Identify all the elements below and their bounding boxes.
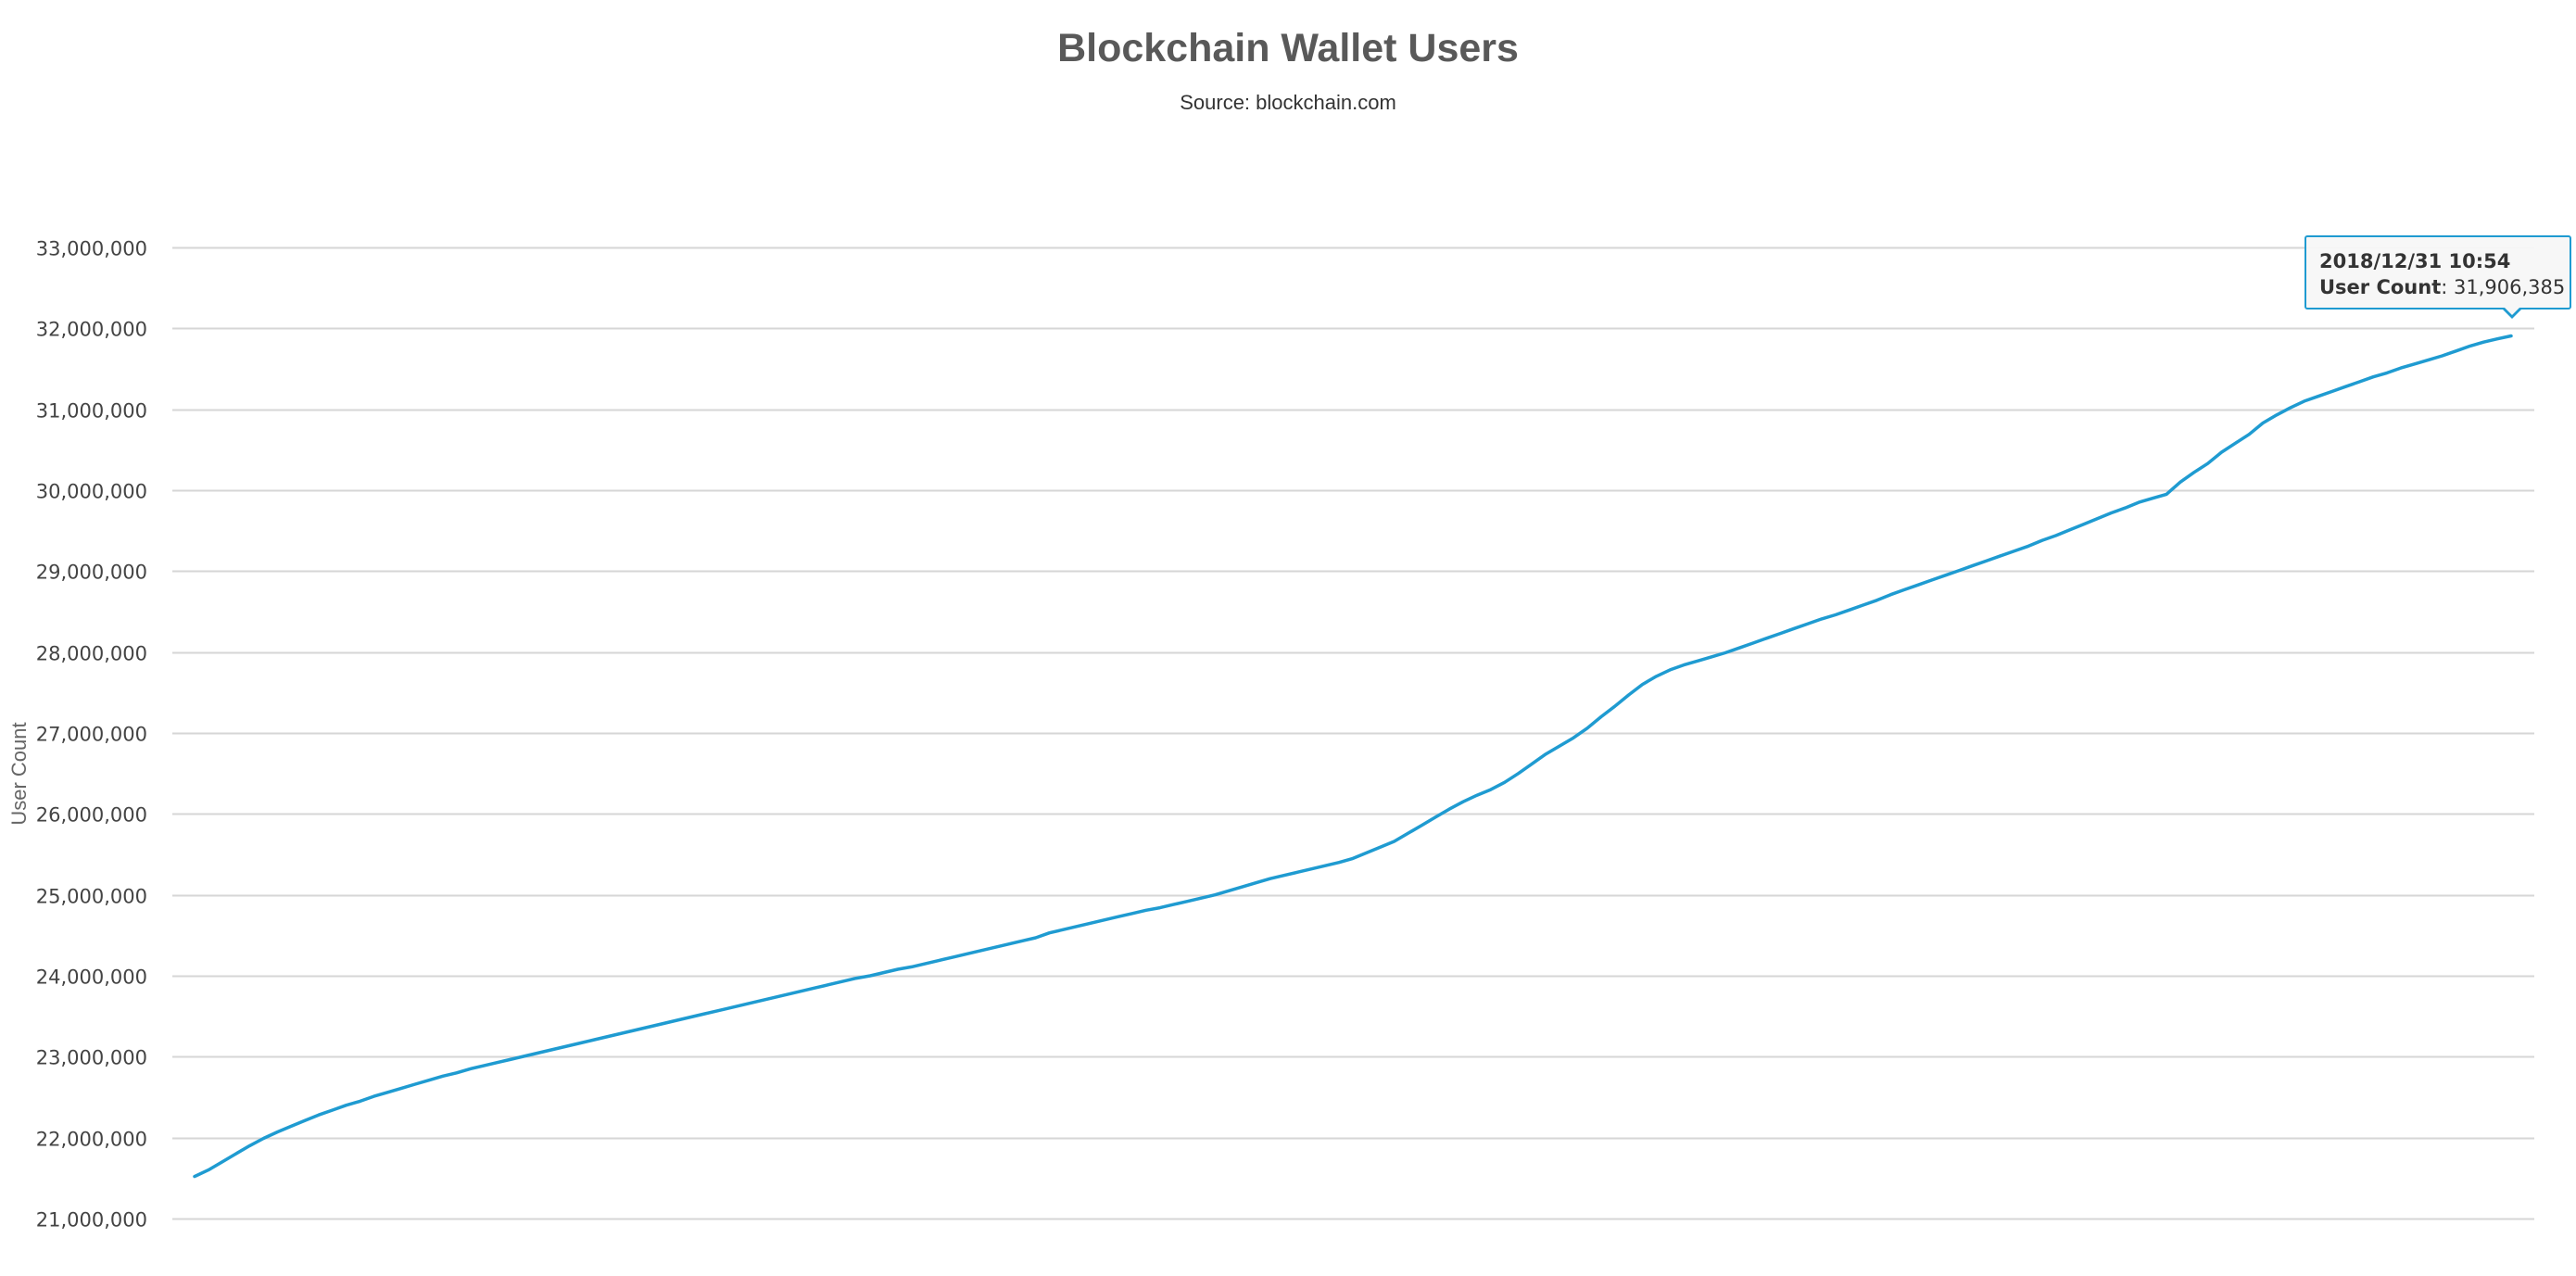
- y-axis-title: User Count: [7, 722, 31, 825]
- grid-lines: [172, 246, 2534, 1220]
- y-axis-ticks: 21,000,000 22,000,000 23,000,000 24,000,000…: [36, 238, 147, 1232]
- y-tick-label: 23,000,000: [36, 1047, 147, 1069]
- y-tick-label: 27,000,000: [36, 724, 147, 746]
- y-tick-label: 26,000,000: [36, 804, 147, 827]
- y-tick-label: 28,000,000: [36, 643, 147, 665]
- y-tick-label: 32,000,000: [36, 319, 147, 341]
- tooltip-date: 2018/12/31 10:54: [2319, 250, 2511, 272]
- y-tick-label: 25,000,000: [36, 886, 147, 908]
- tooltip-pointer-fill: [2504, 307, 2520, 315]
- series-layer: [193, 334, 2513, 1179]
- y-tick-label: 33,000,000: [36, 238, 147, 260]
- y-tick-label: 30,000,000: [36, 481, 147, 503]
- y-tick-label: 21,000,000: [36, 1209, 147, 1232]
- tooltip-separator: :: [2441, 276, 2455, 298]
- chart-subtitle: Source: blockchain.com: [1180, 91, 1396, 114]
- series-line-user-count[interactable]: [193, 334, 2513, 1179]
- chart-title: Blockchain Wallet Users: [1057, 26, 1519, 70]
- y-tick-label: 31,000,000: [36, 400, 147, 423]
- data-tooltip: 2018/12/31 10:54 User Count: 31,906,385: [2305, 235, 2571, 310]
- y-tick-label: 29,000,000: [36, 562, 147, 584]
- y-tick-label: 24,000,000: [36, 966, 147, 989]
- tooltip-label: User Count: [2319, 276, 2442, 298]
- y-tick-label: 22,000,000: [36, 1129, 147, 1151]
- tooltip-value: 31,906,385: [2454, 276, 2566, 298]
- tooltip-value-row: User Count: 31,906,385: [2319, 274, 2570, 300]
